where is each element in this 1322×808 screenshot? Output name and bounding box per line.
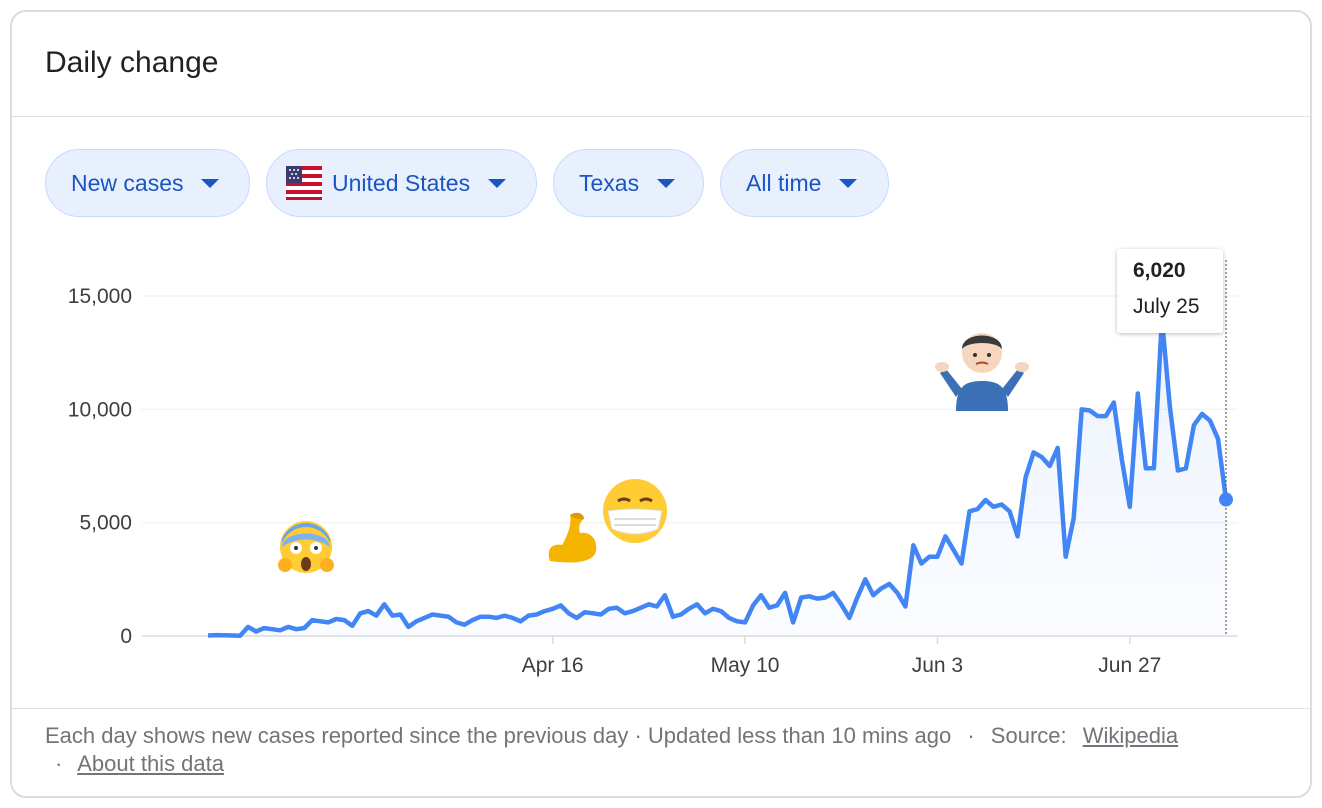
region-dropdown[interactable]: Texas bbox=[553, 149, 704, 217]
x-tick-label: Jun 27 bbox=[1098, 654, 1161, 677]
tooltip-value: 6,020 bbox=[1133, 259, 1186, 282]
face-with-mask-icon bbox=[603, 479, 667, 543]
x-tick-label: Jun 3 bbox=[912, 654, 963, 677]
x-tick-label: Apr 16 bbox=[522, 654, 584, 677]
footer-description: Each day shows new cases reported since … bbox=[45, 723, 629, 748]
footer-separator: · bbox=[967, 723, 975, 748]
chevron-down-icon bbox=[657, 178, 676, 188]
line-chart[interactable]: 0 5,000 10,000 15,000 Apr 16 May 10 Jun 3 Jun … bbox=[22, 252, 1282, 702]
time-range-dropdown-label: All time bbox=[746, 169, 822, 196]
region-dropdown-label: Texas bbox=[579, 169, 640, 196]
y-tick-label: 15,000 bbox=[68, 285, 132, 308]
footer: Each day shows new cases reported since … bbox=[45, 722, 1285, 778]
footer-separator: · bbox=[55, 751, 63, 776]
series-area bbox=[208, 318, 1226, 636]
us-flag-icon bbox=[286, 166, 322, 200]
y-tick-label: 5,000 bbox=[79, 512, 132, 535]
footer-source-label: Source: bbox=[990, 723, 1067, 748]
chevron-down-icon bbox=[839, 178, 858, 188]
y-tick-label: 0 bbox=[120, 625, 132, 648]
country-dropdown-label: United States bbox=[332, 169, 471, 196]
flexed-biceps-icon bbox=[548, 512, 597, 563]
chevron-down-icon bbox=[201, 178, 220, 188]
time-range-dropdown[interactable]: All time bbox=[720, 149, 889, 217]
wikipedia-link[interactable]: Wikipedia bbox=[1082, 723, 1179, 748]
about-this-data-link[interactable]: About this data bbox=[77, 751, 225, 776]
hover-point[interactable] bbox=[1219, 492, 1233, 507]
country-dropdown[interactable]: United States bbox=[266, 149, 537, 217]
daily-change-card: Daily change New cases United States Tex… bbox=[10, 10, 1312, 798]
tooltip-date: July 25 bbox=[1133, 295, 1200, 318]
y-tick-label: 10,000 bbox=[68, 398, 132, 421]
footer-divider bbox=[12, 708, 1310, 709]
card-title: Daily change bbox=[45, 46, 219, 79]
chart-tooltip: 6,020 July 25 bbox=[1117, 249, 1223, 333]
metric-dropdown[interactable]: New cases bbox=[45, 149, 250, 217]
shocked-face-icon bbox=[278, 521, 334, 573]
metric-dropdown-label: New cases bbox=[71, 169, 184, 196]
footer-separator: · bbox=[634, 723, 642, 748]
x-tick-label: May 10 bbox=[711, 654, 780, 677]
footer-updated: Updated less than 10 mins ago bbox=[647, 723, 952, 748]
series-line bbox=[207, 316, 1229, 639]
shrugging-person-icon bbox=[935, 333, 1029, 411]
chevron-down-icon bbox=[488, 178, 507, 188]
header-divider bbox=[12, 116, 1310, 117]
